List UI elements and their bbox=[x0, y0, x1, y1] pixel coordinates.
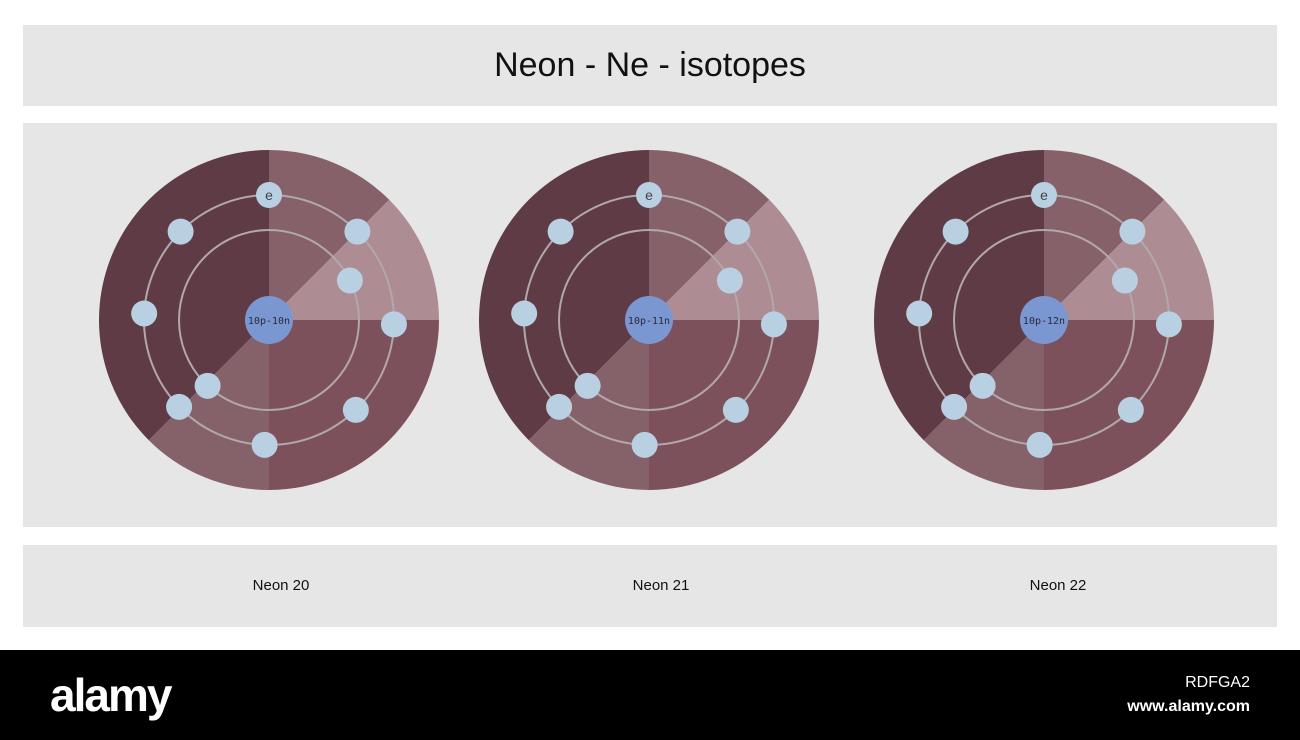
electron bbox=[380, 311, 407, 338]
background-sector bbox=[649, 199, 819, 320]
nucleus-label: 10p-11n bbox=[628, 316, 670, 327]
electron bbox=[574, 372, 601, 399]
electron bbox=[942, 218, 969, 245]
electron bbox=[1111, 267, 1138, 294]
electron-label: e bbox=[645, 187, 653, 203]
electron bbox=[546, 393, 573, 420]
electron bbox=[1117, 396, 1144, 423]
nucleus bbox=[245, 296, 293, 344]
atom-label: Neon 22 bbox=[1029, 577, 1087, 594]
electron bbox=[547, 218, 574, 245]
footer: alamy RDFGA2 www.alamy.com bbox=[0, 650, 1300, 740]
title-bar: Neon - Ne - isotopes bbox=[23, 25, 1277, 106]
nucleus bbox=[1020, 296, 1068, 344]
electron bbox=[636, 182, 662, 208]
electron bbox=[194, 372, 221, 399]
page-title: Neon - Ne - isotopes bbox=[494, 46, 806, 84]
background-sector bbox=[649, 150, 770, 320]
electron bbox=[166, 393, 193, 420]
electron bbox=[251, 431, 278, 458]
electron bbox=[511, 300, 538, 327]
background-sector bbox=[98, 150, 270, 441]
background-sector bbox=[269, 150, 390, 320]
electron bbox=[969, 372, 996, 399]
electron bbox=[724, 218, 751, 245]
nucleus-label: 10p-12n bbox=[1023, 316, 1065, 327]
atom-diagram: 10p-11n e bbox=[479, 150, 819, 490]
electron bbox=[1155, 311, 1182, 338]
diagram-panel: 10p-10n e 10p-11n e 10p-12n e bbox=[23, 123, 1277, 527]
background-sector bbox=[528, 320, 649, 490]
background-sector bbox=[269, 199, 439, 320]
background-sector bbox=[1044, 199, 1214, 320]
background-sector bbox=[923, 320, 1044, 490]
electron bbox=[906, 300, 933, 327]
nucleus bbox=[625, 296, 673, 344]
label-panel: Neon 20 Neon 21 Neon 22 bbox=[23, 545, 1277, 627]
electron bbox=[167, 218, 194, 245]
logo: alamy bbox=[50, 669, 172, 721]
electron-label: e bbox=[1040, 187, 1048, 203]
electron bbox=[1026, 431, 1053, 458]
electron-label: e bbox=[265, 187, 273, 203]
electron bbox=[941, 393, 968, 420]
inner-orbit bbox=[953, 229, 1135, 411]
electron bbox=[1031, 182, 1057, 208]
electron bbox=[1119, 218, 1146, 245]
background-sector bbox=[873, 150, 1044, 441]
atom-diagram: 10p-12n e bbox=[873, 150, 1214, 490]
site-url: www.alamy.com bbox=[1127, 698, 1250, 715]
background-sector bbox=[1044, 150, 1165, 320]
electron bbox=[336, 267, 363, 294]
electron bbox=[342, 396, 369, 423]
atom-label: Neon 21 bbox=[632, 577, 690, 594]
image-code: RDFGA2 bbox=[1185, 674, 1250, 691]
electron bbox=[256, 182, 282, 208]
atom-label: Neon 20 bbox=[252, 577, 310, 594]
electron bbox=[716, 267, 743, 294]
atom-diagrams: 10p-10n e 10p-11n e 10p-12n e bbox=[98, 150, 1214, 490]
nucleus-label: 10p-10n bbox=[248, 316, 290, 327]
electron bbox=[722, 396, 749, 423]
inner-orbit bbox=[558, 229, 740, 411]
electron bbox=[631, 431, 658, 458]
background-sector bbox=[148, 320, 269, 490]
atom-diagram: 10p-10n e bbox=[98, 150, 439, 490]
electron bbox=[344, 218, 371, 245]
background-sector bbox=[479, 150, 649, 441]
electron bbox=[131, 300, 158, 327]
electron bbox=[760, 311, 787, 338]
inner-orbit bbox=[178, 229, 360, 411]
